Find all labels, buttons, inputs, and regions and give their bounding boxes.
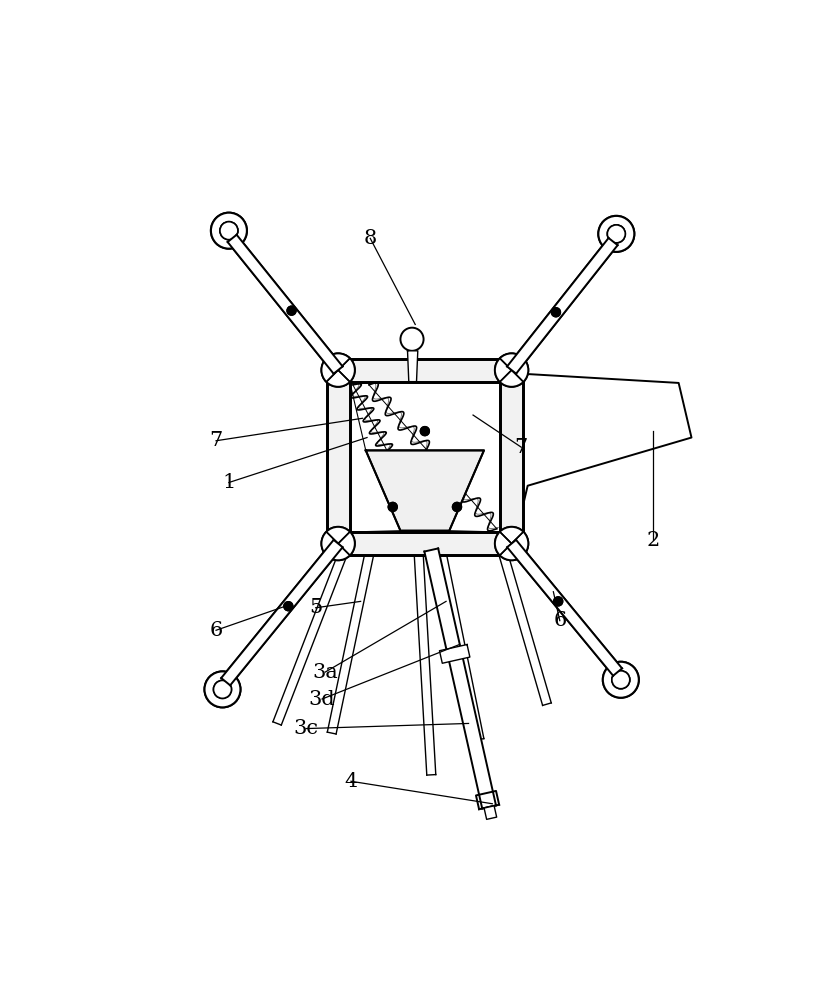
Polygon shape	[507, 238, 617, 374]
Text: 3d: 3d	[308, 690, 335, 709]
Circle shape	[400, 328, 423, 351]
Text: 2: 2	[646, 531, 659, 550]
Circle shape	[214, 680, 231, 698]
Text: 3a: 3a	[312, 663, 338, 682]
Polygon shape	[221, 540, 342, 685]
Circle shape	[607, 225, 624, 243]
Circle shape	[494, 353, 527, 387]
Text: 5: 5	[309, 598, 322, 617]
Polygon shape	[484, 806, 496, 819]
Polygon shape	[407, 351, 417, 382]
Circle shape	[452, 502, 461, 511]
Circle shape	[210, 213, 247, 249]
Circle shape	[494, 353, 527, 387]
Text: 7: 7	[514, 438, 527, 457]
Text: 6: 6	[209, 621, 223, 640]
Polygon shape	[338, 359, 511, 382]
Circle shape	[283, 602, 292, 611]
Text: 4: 4	[344, 772, 357, 791]
Polygon shape	[228, 235, 342, 374]
Circle shape	[420, 427, 429, 436]
Circle shape	[602, 662, 638, 698]
Circle shape	[452, 502, 461, 511]
Polygon shape	[497, 548, 551, 705]
Text: 8: 8	[363, 229, 377, 248]
Polygon shape	[338, 532, 511, 555]
Polygon shape	[507, 238, 617, 374]
Circle shape	[321, 353, 354, 387]
Text: 6: 6	[552, 611, 566, 630]
Polygon shape	[338, 359, 511, 382]
Circle shape	[611, 671, 629, 689]
Polygon shape	[326, 370, 349, 544]
Circle shape	[598, 216, 633, 252]
Circle shape	[283, 602, 292, 611]
Circle shape	[494, 527, 527, 560]
Circle shape	[602, 662, 638, 698]
Polygon shape	[228, 235, 342, 374]
Polygon shape	[349, 382, 499, 532]
Polygon shape	[499, 370, 522, 544]
Circle shape	[388, 502, 397, 511]
Circle shape	[553, 597, 562, 606]
Circle shape	[286, 306, 296, 315]
Polygon shape	[436, 548, 484, 740]
Polygon shape	[338, 370, 511, 544]
Circle shape	[607, 225, 624, 243]
Polygon shape	[507, 540, 621, 676]
Polygon shape	[221, 540, 342, 685]
Polygon shape	[326, 370, 349, 544]
Polygon shape	[365, 450, 484, 531]
Circle shape	[219, 222, 238, 240]
Circle shape	[553, 597, 562, 606]
Text: 3c: 3c	[293, 719, 318, 738]
Circle shape	[598, 216, 633, 252]
Circle shape	[214, 680, 231, 698]
Polygon shape	[272, 548, 349, 725]
Circle shape	[388, 502, 397, 511]
Circle shape	[494, 527, 527, 560]
Circle shape	[321, 527, 354, 560]
Polygon shape	[424, 548, 495, 809]
Polygon shape	[326, 370, 349, 544]
Circle shape	[286, 306, 296, 315]
Polygon shape	[439, 645, 469, 663]
Polygon shape	[338, 532, 511, 555]
Circle shape	[420, 427, 429, 436]
Circle shape	[321, 353, 354, 387]
Polygon shape	[365, 450, 484, 531]
Polygon shape	[514, 373, 691, 540]
Circle shape	[551, 308, 560, 317]
Polygon shape	[413, 549, 436, 775]
Text: 1: 1	[222, 473, 235, 492]
Circle shape	[205, 671, 240, 707]
Circle shape	[611, 671, 629, 689]
Polygon shape	[499, 370, 522, 544]
Polygon shape	[499, 370, 522, 544]
Polygon shape	[338, 359, 511, 382]
Text: 7: 7	[209, 431, 223, 450]
Polygon shape	[338, 532, 511, 555]
Circle shape	[219, 222, 238, 240]
Circle shape	[551, 308, 560, 317]
Polygon shape	[327, 548, 374, 734]
Circle shape	[210, 213, 247, 249]
Circle shape	[205, 671, 240, 707]
Circle shape	[321, 527, 354, 560]
Polygon shape	[507, 540, 621, 676]
